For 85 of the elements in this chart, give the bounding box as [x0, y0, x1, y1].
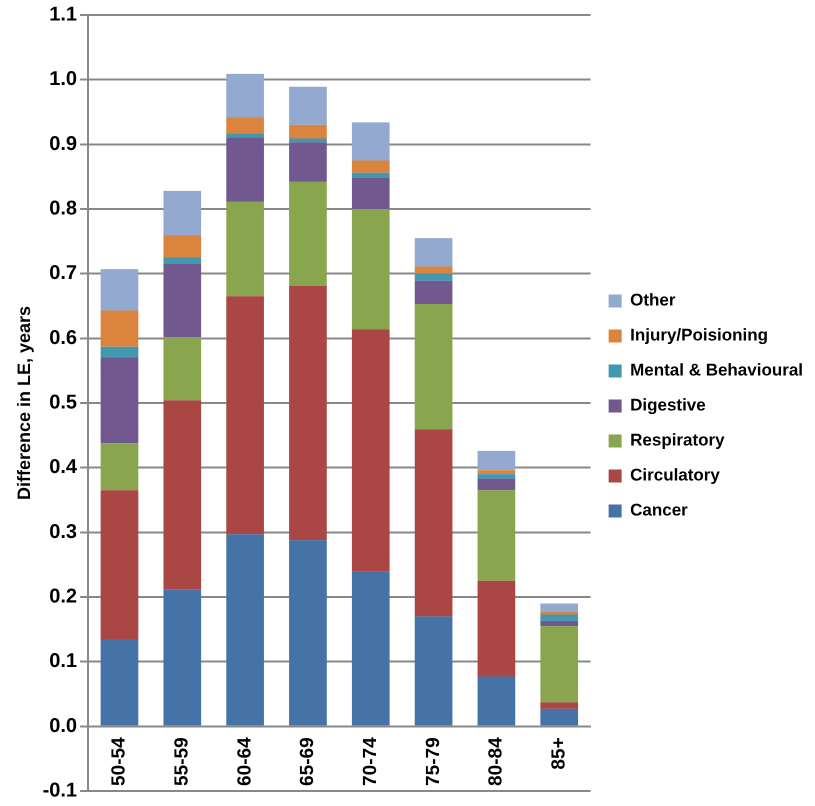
bar: [289, 286, 327, 540]
x-tick-label: 55-59: [172, 737, 193, 786]
bar: [289, 138, 327, 142]
bar: [226, 296, 264, 534]
bar: [226, 133, 264, 138]
y-tick-label: 0.0: [49, 714, 78, 737]
bar: [226, 74, 264, 118]
y-tick-label: 0.1: [49, 650, 78, 672]
bar: [289, 142, 327, 182]
bar: [100, 269, 138, 311]
bar: [163, 264, 202, 338]
bar: [289, 540, 327, 726]
bar: [540, 611, 578, 614]
y-tick-label: 0.9: [49, 132, 78, 155]
bar: [226, 137, 264, 202]
y-tick-label: 0.7: [49, 262, 78, 284]
bar: [100, 357, 138, 444]
bar: [100, 310, 138, 347]
bar: [100, 639, 138, 726]
bar: [163, 337, 202, 400]
y-axis-title: Difference in LE, years: [14, 306, 34, 500]
bar: [478, 490, 516, 581]
bar: [540, 626, 578, 702]
bar: [414, 266, 452, 274]
x-tick-label: 80-84: [486, 736, 507, 786]
bar: [352, 571, 390, 726]
bar: [352, 172, 390, 178]
x-tick-label: 50-54: [108, 736, 130, 786]
bar: [478, 478, 516, 490]
bar: [414, 274, 452, 281]
bar: [540, 614, 578, 621]
bar: [163, 236, 202, 258]
bar: [352, 122, 390, 160]
y-tick-label: 0.3: [49, 520, 78, 543]
bar: [540, 620, 578, 626]
bar: [163, 400, 202, 590]
bar: [478, 450, 516, 470]
x-tick-label: 85+: [548, 737, 570, 770]
y-tick-label: 1.0: [49, 68, 78, 90]
bar: [540, 603, 578, 612]
bar: [478, 470, 516, 474]
legend-label: Other: [630, 290, 676, 310]
bar: [414, 430, 452, 616]
y-tick-label: 0.4: [49, 456, 78, 478]
y-tick-label: 1.1: [49, 4, 78, 26]
bar: [352, 329, 390, 572]
bar: [478, 474, 516, 479]
bar: [352, 178, 390, 209]
x-tick-label: 75-79: [422, 737, 444, 786]
legend-label: Mental & Behavioural: [630, 360, 804, 380]
legend-label: Cancer: [630, 500, 688, 520]
bar: [352, 209, 390, 330]
bar: [289, 182, 327, 286]
y-tick-label: -0.1: [42, 780, 78, 802]
bar: [414, 304, 452, 430]
bar: [100, 443, 138, 490]
bar: [226, 117, 264, 134]
legend-label: Respiratory: [630, 430, 726, 450]
bar: [100, 346, 138, 358]
bar: [540, 702, 578, 709]
bar: [163, 258, 202, 264]
legend-label: Injury/Poisioning: [630, 326, 768, 345]
bar: [226, 202, 264, 296]
bar: [414, 616, 452, 726]
legend-label: Digestive: [630, 396, 706, 415]
bar: [540, 708, 578, 726]
y-tick-label: 0.2: [49, 586, 78, 608]
bar: [414, 238, 452, 267]
y-tick-label: 0.8: [49, 198, 78, 220]
bar: [163, 190, 202, 236]
bar: [478, 580, 516, 677]
bar: [352, 160, 390, 173]
x-tick-label: 60-64: [234, 736, 256, 786]
y-tick-label: 0.5: [49, 392, 78, 414]
x-tick-label: 65-69: [297, 737, 318, 786]
bar: [163, 589, 202, 726]
bar: [289, 124, 327, 139]
y-tick-label: 0.6: [49, 326, 78, 349]
legend-label: Circulatory: [630, 466, 720, 485]
bar: [289, 86, 327, 125]
bar: [226, 534, 264, 726]
x-tick-label: 70-74: [360, 736, 381, 786]
bar: [100, 490, 138, 640]
bar: [414, 280, 452, 304]
bar: [478, 676, 516, 726]
